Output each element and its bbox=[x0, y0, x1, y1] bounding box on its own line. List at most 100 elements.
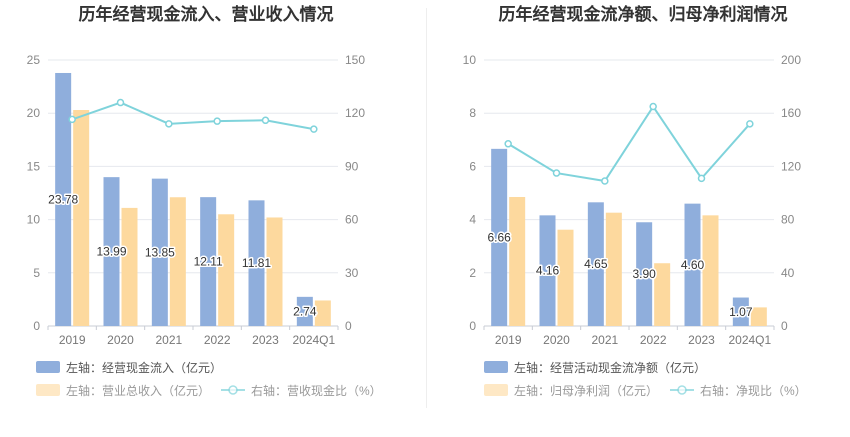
ratio-point bbox=[601, 177, 609, 185]
bar-value-label: 23.78 bbox=[48, 192, 78, 206]
right-axis-tick: 0 bbox=[781, 319, 788, 333]
right-axis-tick: 160 bbox=[781, 106, 801, 120]
bar-secondary bbox=[750, 307, 767, 326]
x-axis-tick: 2024Q1 bbox=[728, 333, 771, 347]
left-axis-tick: 5 bbox=[33, 266, 40, 280]
ratio-point bbox=[165, 120, 173, 128]
right-axis-tick: 30 bbox=[345, 266, 359, 280]
ratio-point bbox=[746, 120, 754, 128]
right-axis-tick: 150 bbox=[345, 53, 365, 67]
panel-divider bbox=[426, 8, 427, 408]
x-axis-tick: 2022 bbox=[640, 333, 667, 347]
legend-swatch-primary bbox=[484, 361, 508, 373]
right-axis-tick: 0 bbox=[345, 319, 352, 333]
bar-primary bbox=[636, 222, 653, 326]
legend-label-secondary: 左轴：营业总收入（亿元） bbox=[66, 383, 210, 398]
right-axis-tick: 90 bbox=[345, 159, 359, 173]
bar-secondary bbox=[121, 207, 138, 326]
bar-value-label: 4.65 bbox=[584, 257, 608, 271]
left-axis-tick: 10 bbox=[27, 213, 41, 227]
bar-secondary bbox=[654, 263, 671, 326]
bar-value-label: 12.11 bbox=[194, 255, 223, 269]
ratio-point bbox=[261, 116, 270, 125]
chart-title: 历年经营现金流净额、归母净利润情况 bbox=[499, 4, 788, 24]
x-axis-tick: 2023 bbox=[688, 333, 715, 347]
bar-secondary bbox=[509, 196, 526, 326]
x-axis-tick: 2019 bbox=[59, 333, 86, 347]
legend-swatch-line-marker bbox=[228, 385, 238, 395]
bar-primary bbox=[732, 297, 749, 326]
bar-primary bbox=[491, 148, 508, 326]
bar-secondary bbox=[702, 215, 719, 326]
ratio-line bbox=[71, 101, 315, 131]
bar-value-label: 2.74 bbox=[293, 304, 317, 318]
bar-primary bbox=[587, 202, 604, 326]
bar-secondary bbox=[169, 197, 186, 326]
x-axis-tick: 2021 bbox=[591, 333, 618, 347]
left-axis-tick: 4 bbox=[469, 213, 476, 227]
ratio-point bbox=[116, 98, 125, 107]
bar-value-label: 13.85 bbox=[145, 245, 175, 259]
ratio-point bbox=[552, 169, 561, 177]
bar-secondary bbox=[73, 110, 90, 327]
bar-primary bbox=[539, 215, 556, 326]
bar-value-label: 6.66 bbox=[487, 230, 511, 244]
bar-secondary bbox=[557, 229, 574, 326]
right-axis-tick: 200 bbox=[781, 53, 801, 67]
legend-label-primary: 左轴：经营现金流入（亿元） bbox=[66, 360, 222, 375]
bar-value-label: 4.16 bbox=[536, 264, 560, 278]
ratio-point bbox=[649, 102, 657, 111]
bar-value-label: 11.81 bbox=[242, 256, 271, 270]
legend: 左轴：经营活动现金流净额（亿元） 左轴：归母净利润（亿元） 右轴：净现比（%） bbox=[484, 360, 807, 398]
legend-label-secondary: 左轴：归母净利润（亿元） bbox=[514, 383, 658, 398]
left-axis-tick: 15 bbox=[27, 159, 41, 173]
x-axis-tick: 2019 bbox=[495, 333, 522, 347]
x-axis-tick: 2021 bbox=[155, 333, 182, 347]
bar-value-label: 13.99 bbox=[96, 245, 126, 259]
bar-primary bbox=[103, 177, 120, 326]
left-axis-tick: 0 bbox=[469, 319, 476, 333]
x-axis-tick: 2020 bbox=[543, 333, 570, 347]
chart-1: 历年经营现金流入、营业收入情况 0 0 5 30 10 60 15 90 20 120 25 150 20… bbox=[27, 4, 382, 398]
bar-secondary bbox=[266, 217, 283, 326]
bar-primary bbox=[296, 296, 313, 326]
left-axis-tick: 25 bbox=[27, 53, 41, 67]
legend-swatch-secondary bbox=[36, 384, 60, 396]
bar-primary bbox=[200, 197, 217, 326]
ratio-point bbox=[504, 140, 512, 148]
legend-swatch-primary bbox=[36, 361, 60, 373]
left-axis-tick: 8 bbox=[469, 106, 476, 120]
ratio-point bbox=[310, 125, 318, 133]
left-axis-tick: 20 bbox=[27, 106, 41, 120]
legend-label-primary: 左轴：经营活动现金流净额（亿元） bbox=[514, 360, 706, 375]
legend-label-line: 右轴：净现比（%） bbox=[700, 383, 807, 398]
bar-secondary bbox=[605, 212, 622, 326]
ratio-point bbox=[697, 174, 706, 183]
right-axis-tick: 80 bbox=[781, 213, 795, 227]
bar-value-label: 4.60 bbox=[681, 258, 705, 272]
chart-2: 历年经营现金流净额、归母净利润情况 0 0 2 40 4 80 6 120 8 160 10 200 20… bbox=[463, 4, 807, 398]
left-axis-tick: 2 bbox=[469, 266, 476, 280]
chart-title: 历年经营现金流入、营业收入情况 bbox=[79, 4, 334, 24]
ratio-point bbox=[213, 117, 221, 125]
right-axis-tick: 120 bbox=[345, 106, 365, 120]
bar-primary bbox=[55, 72, 72, 326]
ratio-line bbox=[507, 104, 751, 183]
bar-value-label: 1.07 bbox=[729, 305, 753, 319]
x-axis-tick: 2022 bbox=[204, 333, 231, 347]
left-axis-tick: 0 bbox=[33, 319, 40, 333]
bar-primary bbox=[684, 203, 701, 326]
x-axis-tick: 2023 bbox=[252, 333, 279, 347]
ratio-point bbox=[68, 115, 76, 124]
bar-secondary bbox=[314, 300, 331, 326]
bar-primary bbox=[248, 200, 265, 326]
bar-secondary bbox=[218, 214, 235, 326]
legend-swatch-secondary bbox=[484, 384, 508, 396]
x-axis-tick: 2020 bbox=[107, 333, 134, 347]
right-axis-tick: 40 bbox=[781, 266, 795, 280]
left-axis-tick: 6 bbox=[469, 159, 476, 173]
right-axis-tick: 120 bbox=[781, 159, 801, 173]
legend: 左轴：经营现金流入（亿元） 左轴：营业总收入（亿元） 右轴：营收现金比（%） bbox=[36, 360, 382, 398]
bar-primary bbox=[151, 178, 168, 326]
